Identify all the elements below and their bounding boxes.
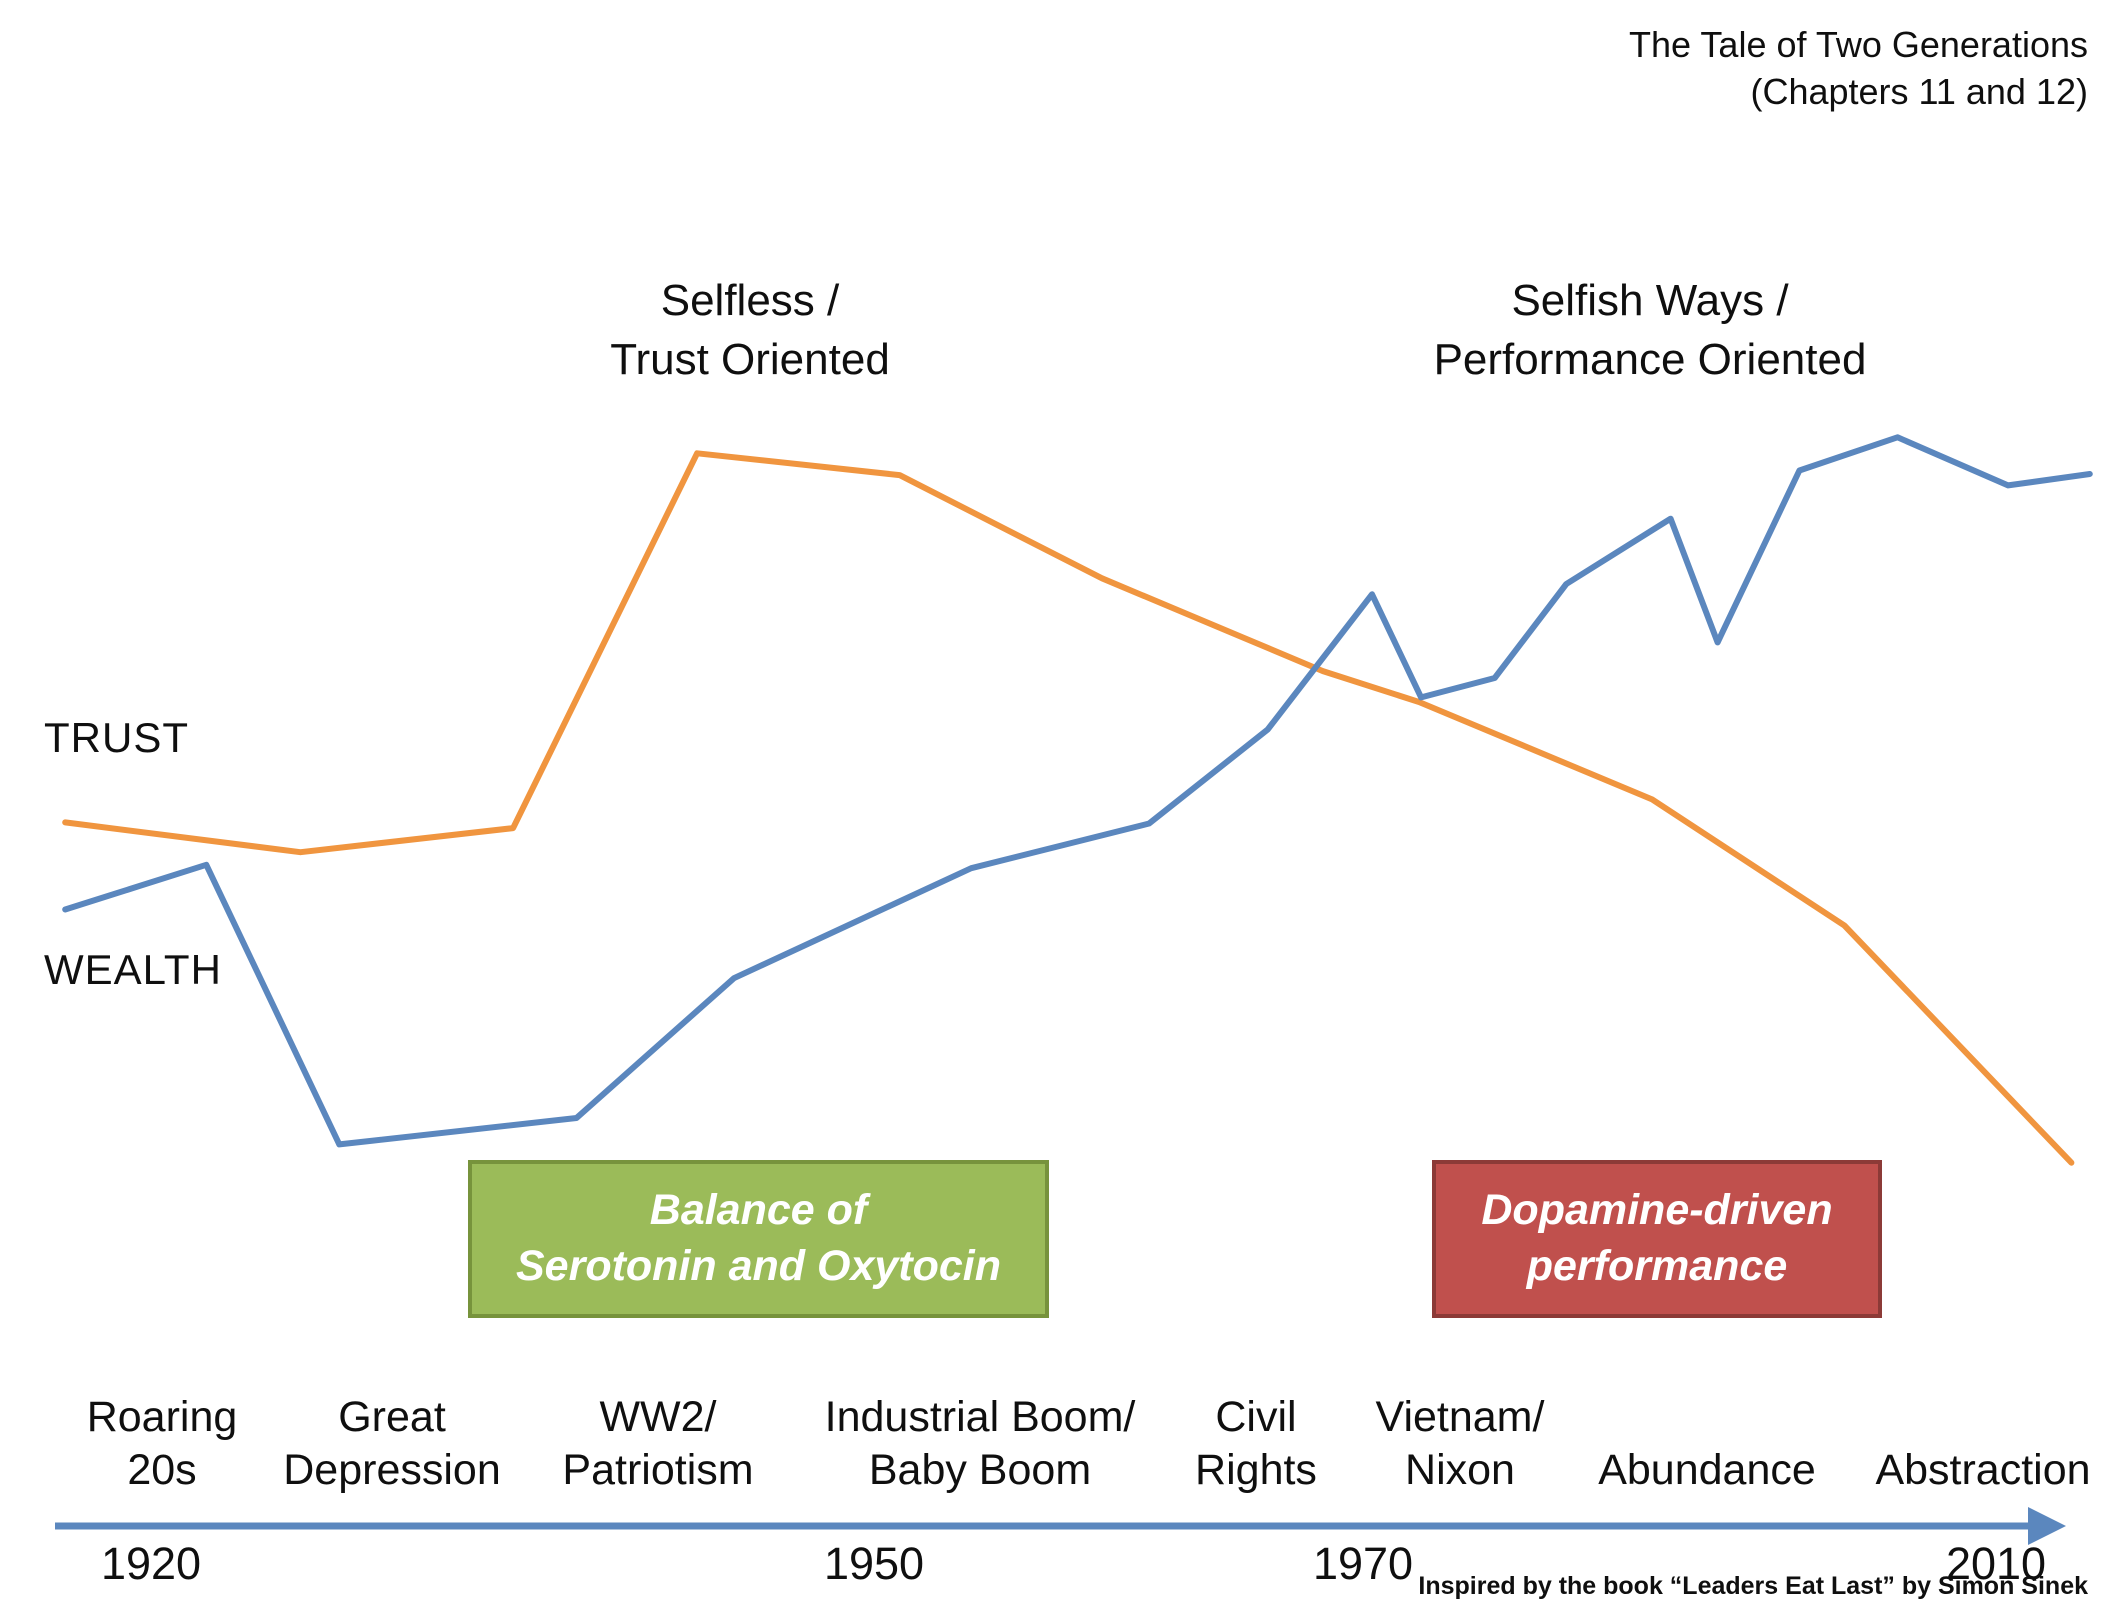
timeline-era-abundance: Abundance <box>1598 1446 1816 1495</box>
dopamine-callout: Dopamine-driven performance <box>1432 1160 1882 1318</box>
serotonin-callout: Balance of Serotonin and Oxytocin <box>468 1160 1049 1318</box>
serotonin-callout-text: Balance of Serotonin and Oxytocin <box>516 1186 1001 1290</box>
timeline-year-1920: 1920 <box>100 1538 202 1589</box>
selfish-annotation: Selfish Ways / Performance Oriented <box>1433 276 1867 384</box>
timeline-era-vietnam-nixon: Vietnam/ Nixon <box>1375 1392 1545 1495</box>
timeline-axis-arrowhead-icon <box>2028 1507 2066 1545</box>
timeline-year-1970: 1970 <box>1312 1538 1414 1589</box>
timeline-era-civil-rights: Civil Rights <box>1195 1392 1317 1495</box>
timeline-year-1950: 1950 <box>823 1538 925 1589</box>
trust-series-label: TRUST <box>44 714 189 761</box>
wealth-series-label: WEALTH <box>44 946 222 993</box>
selfless-annotation: Selfless / Trust Oriented <box>610 276 890 384</box>
timeline-era-industrial-baby-boom: Industrial Boom/ Baby Boom <box>824 1392 1136 1495</box>
timeline-era-abstraction: Abstraction <box>1875 1446 2091 1495</box>
slide-title: The Tale of Two Generations (Chapters 11… <box>1629 24 2088 112</box>
credit-line: Inspired by the book “Leaders Eat Last” … <box>1418 1572 2088 1600</box>
timeline-era-roaring-20s: Roaring 20s <box>86 1392 238 1495</box>
trust-line <box>62 450 2075 1166</box>
timeline-era-great-depression: Great Depression <box>283 1392 501 1495</box>
timeline-year-2010: 2010 <box>1945 1538 2047 1589</box>
wealth-line <box>62 434 2093 1148</box>
dopamine-callout-text: Dopamine-driven performance <box>1481 1186 1833 1290</box>
timeline-era-ww2-patriotism: WW2/ Patriotism <box>562 1392 754 1495</box>
